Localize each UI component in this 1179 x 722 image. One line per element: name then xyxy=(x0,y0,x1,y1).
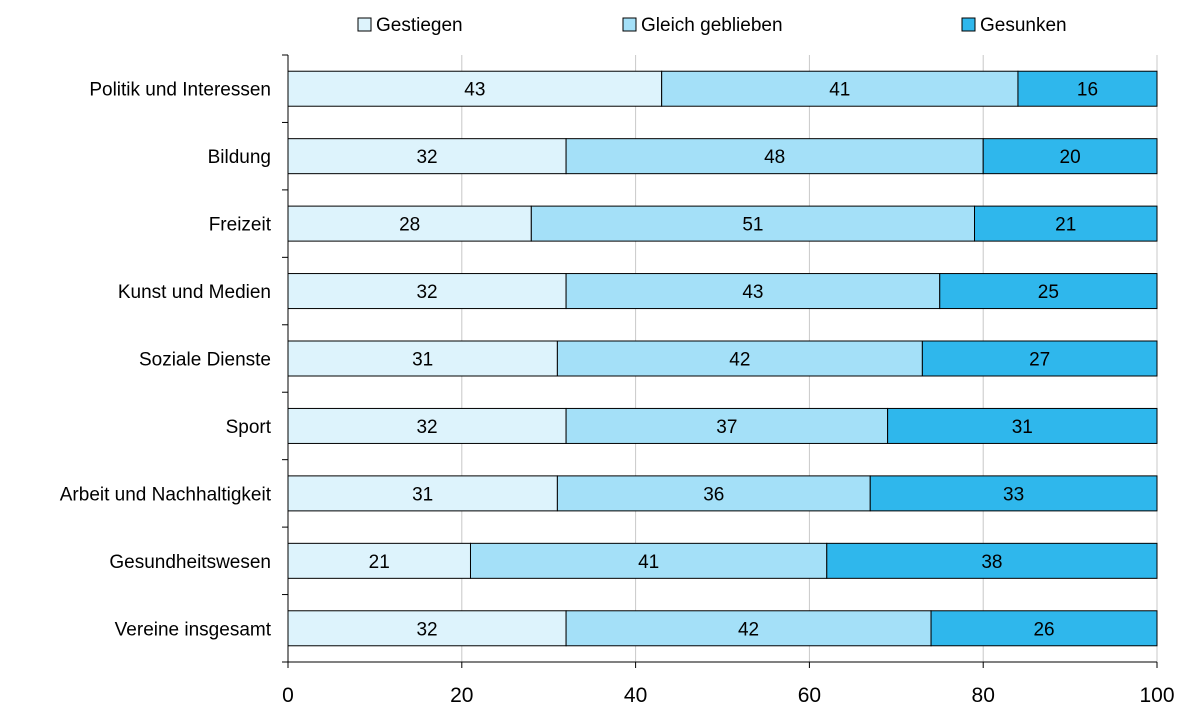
data-label: 33 xyxy=(1003,484,1024,505)
legend-swatch xyxy=(623,18,636,31)
category-label: Kunst und Medien xyxy=(118,282,271,303)
data-label: 31 xyxy=(1012,417,1033,438)
data-label: 26 xyxy=(1033,619,1054,640)
legend-swatch xyxy=(962,18,975,31)
data-label: 25 xyxy=(1038,282,1059,303)
category-label: Vereine insgesamt xyxy=(115,619,272,640)
data-label: 16 xyxy=(1077,80,1098,101)
x-tick-label: 0 xyxy=(282,684,294,707)
data-label: 38 xyxy=(981,552,1002,573)
category-label: Soziale Dienste xyxy=(139,350,271,371)
data-label: 43 xyxy=(464,80,485,101)
category-label: Arbeit und Nachhaltigkeit xyxy=(60,484,272,505)
data-label: 21 xyxy=(1055,215,1076,236)
data-label: 41 xyxy=(829,80,850,101)
data-label: 41 xyxy=(638,552,659,573)
data-label: 51 xyxy=(742,215,763,236)
category-label: Bildung xyxy=(208,147,271,168)
data-label: 32 xyxy=(416,147,437,168)
data-label: 27 xyxy=(1029,350,1050,371)
data-label: 32 xyxy=(416,417,437,438)
bars: 43 41 16 32 48 20 28 51 21 32 43 25 31 42 27 32 37 31 31 36… xyxy=(288,71,1157,646)
category-label: Politik und Interessen xyxy=(89,80,271,101)
category-label: Sport xyxy=(226,417,272,438)
data-label: 43 xyxy=(742,282,763,303)
legend-swatch xyxy=(358,18,371,31)
data-label: 31 xyxy=(412,484,433,505)
x-tick-label: 20 xyxy=(450,684,473,707)
x-tick-label: 80 xyxy=(972,684,995,707)
data-label: 42 xyxy=(738,619,759,640)
legend-label: Gesunken xyxy=(980,15,1067,36)
data-label: 36 xyxy=(703,484,724,505)
legend-label: Gleich geblieben xyxy=(641,15,783,36)
data-label: 48 xyxy=(764,147,785,168)
data-label: 20 xyxy=(1060,147,1081,168)
x-tick-label: 100 xyxy=(1139,684,1174,707)
data-label: 31 xyxy=(412,350,433,371)
category-label: Gesundheitswesen xyxy=(109,552,271,573)
legend-label: Gestiegen xyxy=(376,15,463,36)
data-label: 32 xyxy=(416,619,437,640)
data-label: 28 xyxy=(399,215,420,236)
data-label: 21 xyxy=(369,552,390,573)
x-tick-label: 60 xyxy=(798,684,821,707)
data-label: 32 xyxy=(416,282,437,303)
category-label: Freizeit xyxy=(209,215,272,236)
legend: Gestiegen Gleich geblieben Gesunken xyxy=(358,15,1067,36)
data-label: 42 xyxy=(729,350,750,371)
x-tick-label: 40 xyxy=(624,684,647,707)
data-label: 37 xyxy=(716,417,737,438)
